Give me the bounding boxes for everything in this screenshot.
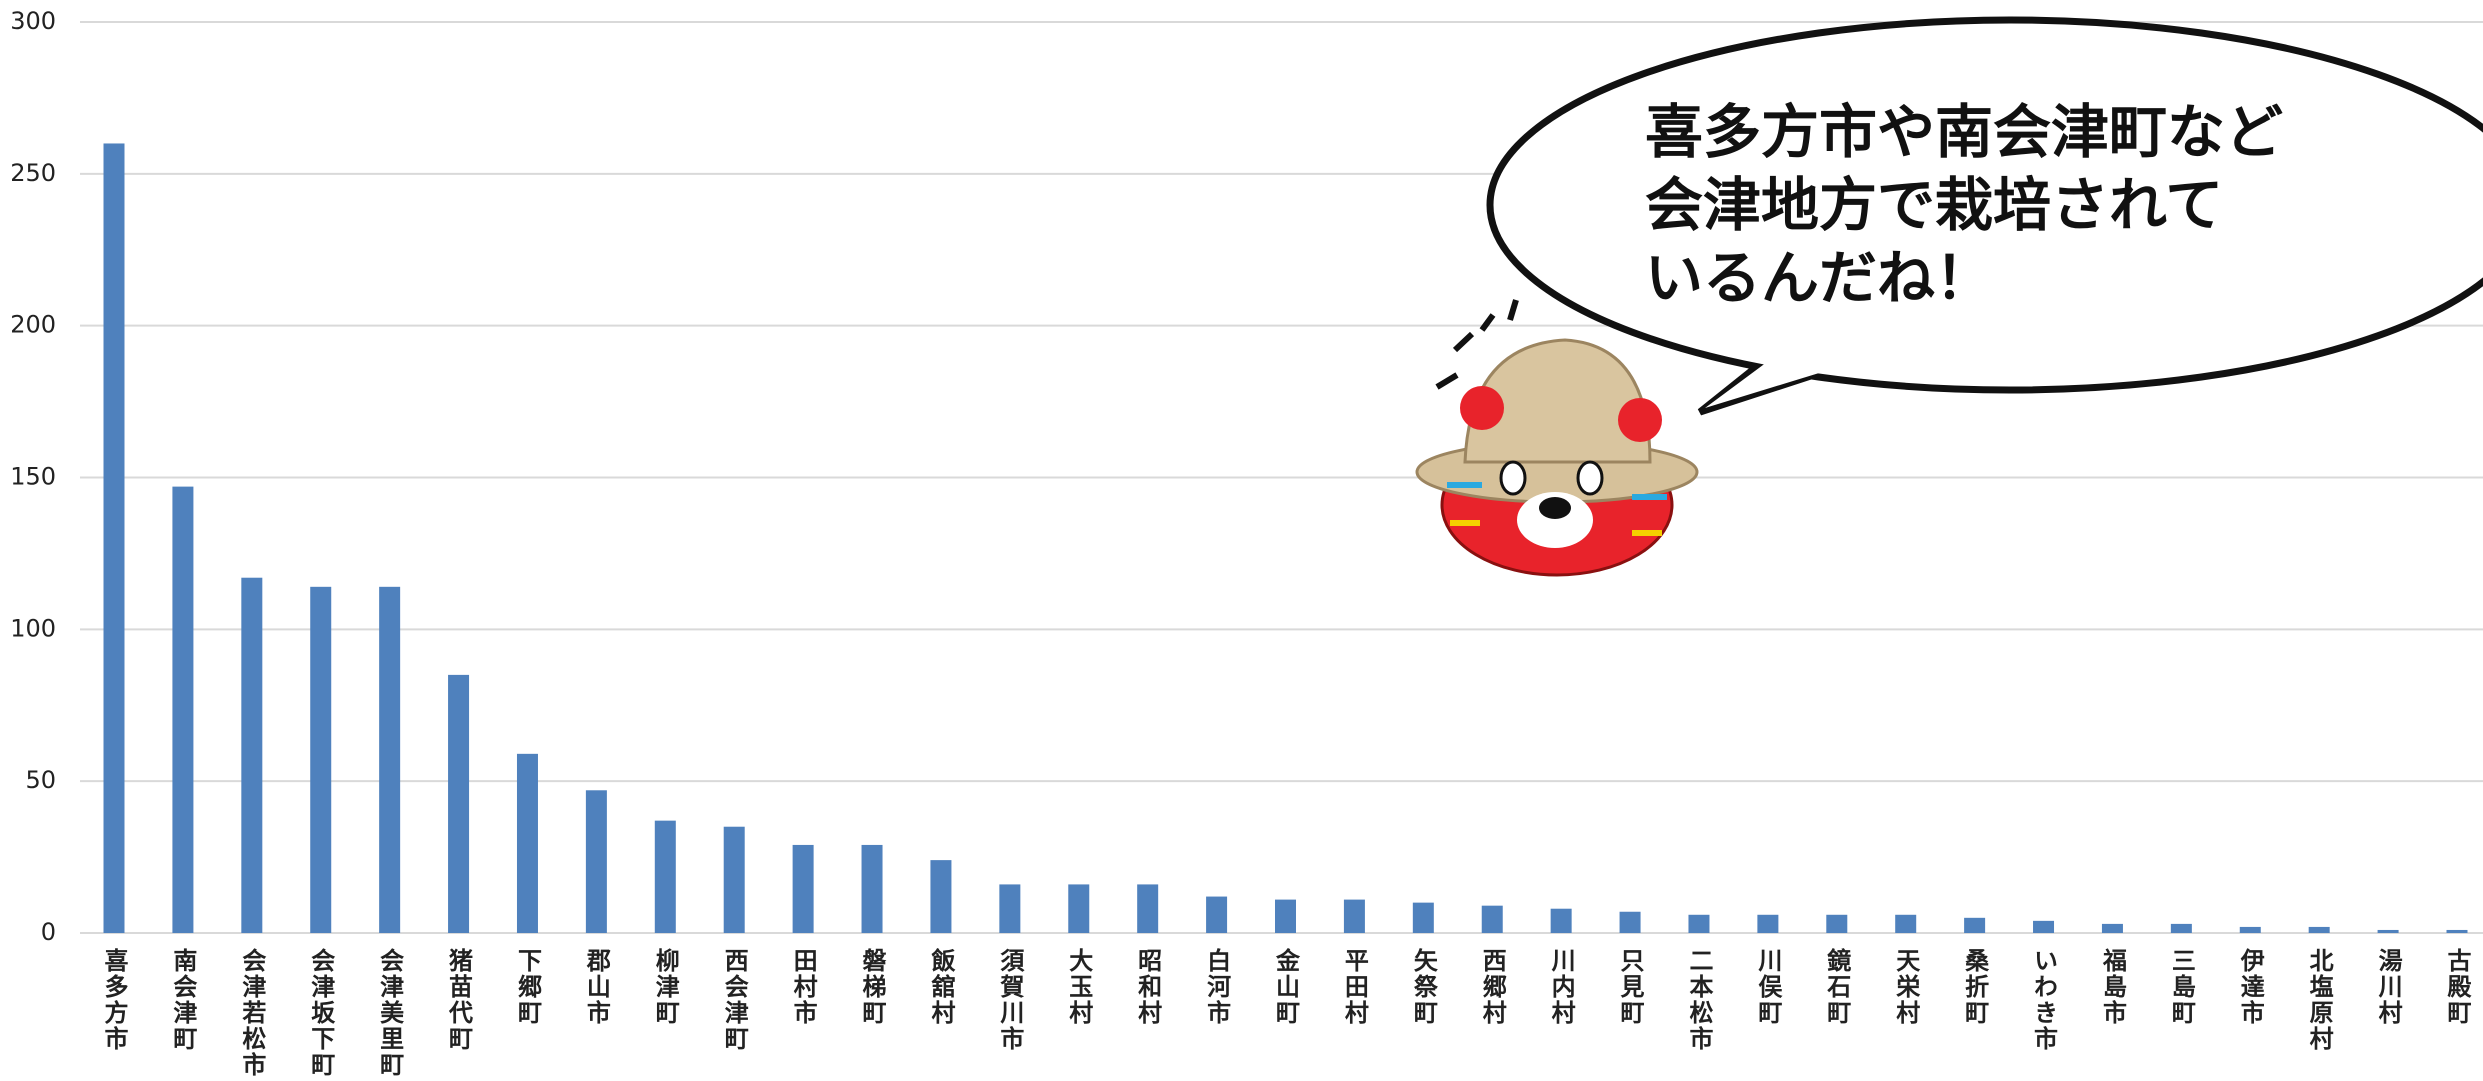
x-tick-label: 西会津町 bbox=[720, 948, 748, 1052]
x-tick-label: 北塩原村 bbox=[2305, 948, 2333, 1052]
bar bbox=[2446, 929, 2468, 933]
ear bbox=[1618, 398, 1662, 442]
bar bbox=[1757, 914, 1779, 933]
x-tick-label: 飯舘村 bbox=[927, 947, 956, 1026]
bar bbox=[172, 486, 194, 933]
bar bbox=[585, 790, 607, 933]
x-tick-label: 会津坂下町 bbox=[307, 947, 335, 1078]
motion-line bbox=[1507, 299, 1519, 321]
y-tick-label: 100 bbox=[10, 614, 56, 642]
bar bbox=[1275, 899, 1296, 933]
bar bbox=[1481, 905, 1503, 933]
bar bbox=[1964, 917, 1986, 933]
x-tick-label: いわき市 bbox=[2030, 948, 2058, 1052]
bar bbox=[2033, 920, 2055, 933]
bar bbox=[1826, 914, 1848, 933]
mascot bbox=[1415, 299, 1699, 577]
eye bbox=[1576, 460, 1604, 496]
bar bbox=[2308, 926, 2330, 933]
bar bbox=[516, 753, 538, 933]
x-tick-label: 平田村 bbox=[1340, 948, 1368, 1026]
bar bbox=[2101, 923, 2123, 933]
bar bbox=[654, 820, 676, 933]
x-tick-label: 金山町 bbox=[1272, 947, 1301, 1026]
x-tick-label: 田村市 bbox=[789, 948, 817, 1026]
bar bbox=[1895, 914, 1917, 933]
stripe bbox=[1447, 482, 1482, 488]
x-tick-label: 須賀川市 bbox=[996, 948, 1025, 1052]
bar bbox=[861, 844, 883, 933]
x-tick-label: 鏡石町 bbox=[1823, 947, 1852, 1026]
bar bbox=[2170, 923, 2192, 933]
y-tick-label: 150 bbox=[10, 463, 56, 491]
nose bbox=[1539, 497, 1571, 519]
x-tick-label: 磐梯町 bbox=[858, 948, 886, 1026]
bubble-body bbox=[1486, 16, 2483, 394]
y-tick-label: 300 bbox=[10, 7, 56, 35]
bar bbox=[1343, 899, 1365, 933]
x-tick-label: 古殿町 bbox=[2443, 948, 2472, 1026]
bar bbox=[930, 860, 952, 933]
bar bbox=[723, 826, 745, 933]
ear bbox=[1460, 386, 1504, 430]
bar bbox=[448, 674, 470, 933]
annotation-line: 会津地方で栽培されて bbox=[1645, 171, 2223, 239]
bar bbox=[792, 844, 814, 933]
x-tick-label: 柳津町 bbox=[651, 948, 679, 1026]
x-tick-label: 湯川村 bbox=[2374, 948, 2402, 1026]
bar bbox=[2377, 929, 2399, 933]
x-tick-label: 喜多方市 bbox=[100, 947, 128, 1052]
bar bbox=[1619, 911, 1641, 933]
x-tick-label: 天栄村 bbox=[1892, 948, 1921, 1026]
bar bbox=[1412, 902, 1434, 933]
x-tick-label: 福島市 bbox=[2098, 948, 2127, 1026]
stripe bbox=[1632, 530, 1662, 536]
x-tick-label: 猪苗代町 bbox=[445, 948, 474, 1052]
x-tick-label: 矢祭町 bbox=[1409, 947, 1437, 1026]
x-tick-label: 下郷町 bbox=[513, 948, 541, 1026]
bar bbox=[2239, 926, 2261, 933]
eye bbox=[1499, 460, 1527, 496]
x-tick-label: 只見町 bbox=[1616, 948, 1644, 1026]
annotation-line: いるんだね！ bbox=[1645, 244, 1993, 312]
motion-line bbox=[1479, 313, 1496, 332]
bar bbox=[310, 586, 332, 933]
y-tick-label: 250 bbox=[10, 159, 56, 187]
x-tick-label: 西郷村 bbox=[1478, 948, 1506, 1026]
x-tick-label: 白河市 bbox=[1203, 947, 1231, 1026]
bar bbox=[103, 143, 125, 933]
motion-line bbox=[1435, 372, 1459, 390]
x-tick-label: 大玉村 bbox=[1065, 948, 1093, 1026]
bar bbox=[241, 577, 263, 933]
x-tick-label: 川内村 bbox=[1547, 948, 1575, 1026]
bar bbox=[1550, 908, 1572, 933]
bar bbox=[1206, 896, 1228, 933]
bar bbox=[1068, 884, 1090, 933]
annotation-line: 喜多方市や南会津町など bbox=[1645, 98, 2283, 166]
x-tick-label: 会津美里町 bbox=[376, 947, 404, 1078]
x-tick-label: 会津若松市 bbox=[238, 947, 267, 1078]
motion-line bbox=[1452, 331, 1475, 353]
y-tick-label: 50 bbox=[25, 766, 56, 794]
bar bbox=[1688, 914, 1710, 933]
x-tick-label: 三島町 bbox=[2167, 948, 2195, 1026]
x-tick-label: 伊達市 bbox=[2236, 948, 2265, 1026]
bar bbox=[1137, 884, 1159, 933]
x-tick-label: 二本松市 bbox=[1685, 948, 1713, 1052]
muzzle bbox=[1517, 492, 1593, 548]
stripe bbox=[1632, 494, 1667, 500]
y-tick-label: 200 bbox=[10, 311, 56, 339]
x-tick-label: 昭和村 bbox=[1134, 948, 1162, 1026]
bar bbox=[999, 884, 1021, 933]
stripe bbox=[1450, 520, 1480, 526]
bar bbox=[379, 586, 401, 933]
x-tick-label: 郡山市 bbox=[582, 948, 611, 1026]
bubble-tail-fill bbox=[1705, 345, 1855, 408]
x-tick-label: 桑折町 bbox=[1961, 948, 1989, 1026]
x-tick-label: 南会津町 bbox=[169, 948, 197, 1052]
y-tick-label: 0 bbox=[41, 918, 56, 946]
x-tick-label: 川俣町 bbox=[1754, 948, 1782, 1026]
